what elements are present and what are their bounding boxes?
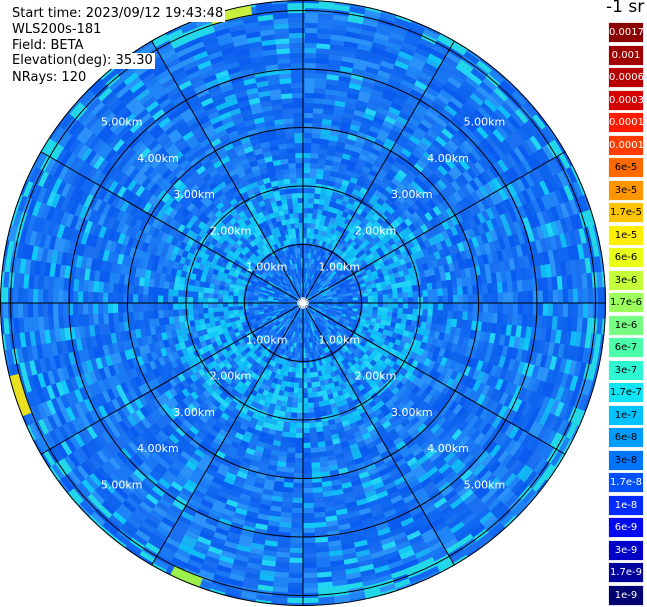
colorbar-tick: 0.001 bbox=[608, 44, 644, 66]
colorbar-tick: 0.0001 bbox=[608, 134, 644, 156]
colorbar-tick: 0.0017 bbox=[608, 22, 644, 43]
range-ring-label: 3.00km bbox=[391, 406, 433, 419]
colorbar-tick: 0.00017 bbox=[608, 112, 647, 133]
range-ring-label: 2.00km bbox=[355, 370, 397, 383]
colorbar-tick: 1e-9 bbox=[608, 584, 644, 606]
field-label: Field: BETA bbox=[10, 38, 86, 54]
colorbar-unit-label: -1 sr bbox=[606, 0, 645, 17]
instrument-label: WLS200s-181 bbox=[10, 22, 104, 38]
colorbar-tick: 1e-6 bbox=[608, 314, 644, 336]
colorbar-tick: 1.7e-6 bbox=[608, 292, 644, 313]
ppi-scan-plot: 1.00km 1.00km 1.00km 1.00km 2.00km 2.00km 2.00… bbox=[0, 0, 606, 606]
colorbar-tick: 3e-7 bbox=[608, 359, 644, 381]
colorbar-tick: 1e-5 bbox=[608, 224, 644, 246]
colorbar-tick: 1.7e-8 bbox=[608, 472, 644, 493]
colorbar-tick: 6e-5 bbox=[608, 157, 644, 178]
center-marker bbox=[297, 300, 309, 306]
colorbar-tick: 0.0003 bbox=[608, 89, 644, 111]
colorbar-tick: 0.0006 bbox=[608, 67, 644, 88]
range-ring-label: 1.00km bbox=[319, 261, 361, 274]
range-ring-label: 5.00km bbox=[101, 478, 143, 491]
range-ring-label: 3.00km bbox=[391, 188, 433, 201]
colorbar-tick: 3e-9 bbox=[608, 539, 644, 561]
range-ring-label: 3.00km bbox=[173, 188, 215, 201]
range-ring-label: 3.00km bbox=[173, 406, 215, 419]
range-ring-labels: 1.00km 1.00km 1.00km 1.00km 2.00km 2.00km 2.00… bbox=[101, 116, 505, 492]
colorbar-tick: 1e-7 bbox=[608, 404, 644, 426]
colorbar-tick: 6e-7 bbox=[608, 337, 644, 358]
range-ring-label: 2.00km bbox=[210, 370, 252, 383]
range-ring-label: 5.00km bbox=[464, 478, 506, 491]
polar-grid bbox=[0, 0, 606, 606]
colorbar-tick: 6e-8 bbox=[608, 427, 644, 448]
colorbar-tick: 3e-5 bbox=[608, 179, 644, 201]
colorbar-tick: 1.7e-7 bbox=[608, 382, 644, 403]
range-ring-label: 1.00km bbox=[246, 261, 288, 274]
range-ring-label: 4.00km bbox=[427, 442, 469, 455]
colorbar-tick: 1e-8 bbox=[608, 494, 644, 516]
range-ring-label: 4.00km bbox=[137, 442, 179, 455]
nrays-label: NRays: 120 bbox=[10, 70, 89, 86]
range-ring-label: 2.00km bbox=[210, 225, 252, 238]
elevation-label: Elevation(deg): 35.30 bbox=[10, 53, 155, 69]
colorbar-tick: 1.7e-9 bbox=[608, 562, 644, 583]
colorbar-tick: 1.7e-5 bbox=[608, 202, 644, 223]
start-time-label: Start time: 2023/09/12 19:43:48 bbox=[10, 6, 226, 22]
range-ring-label: 1.00km bbox=[246, 333, 288, 346]
range-ring-label: 1.00km bbox=[319, 333, 361, 346]
range-ring-label: 4.00km bbox=[427, 152, 469, 165]
range-ring-label: 4.00km bbox=[137, 152, 179, 165]
range-ring-label: 2.00km bbox=[355, 225, 397, 238]
colorbar-tick: 3e-6 bbox=[608, 269, 644, 291]
range-ring-label: 5.00km bbox=[101, 116, 143, 129]
colorbar-tick: 3e-8 bbox=[608, 449, 644, 471]
colorbar-tick: 6e-6 bbox=[608, 247, 644, 268]
colorbar-tick: 6e-9 bbox=[608, 517, 644, 538]
range-ring-label: 5.00km bbox=[464, 116, 506, 129]
